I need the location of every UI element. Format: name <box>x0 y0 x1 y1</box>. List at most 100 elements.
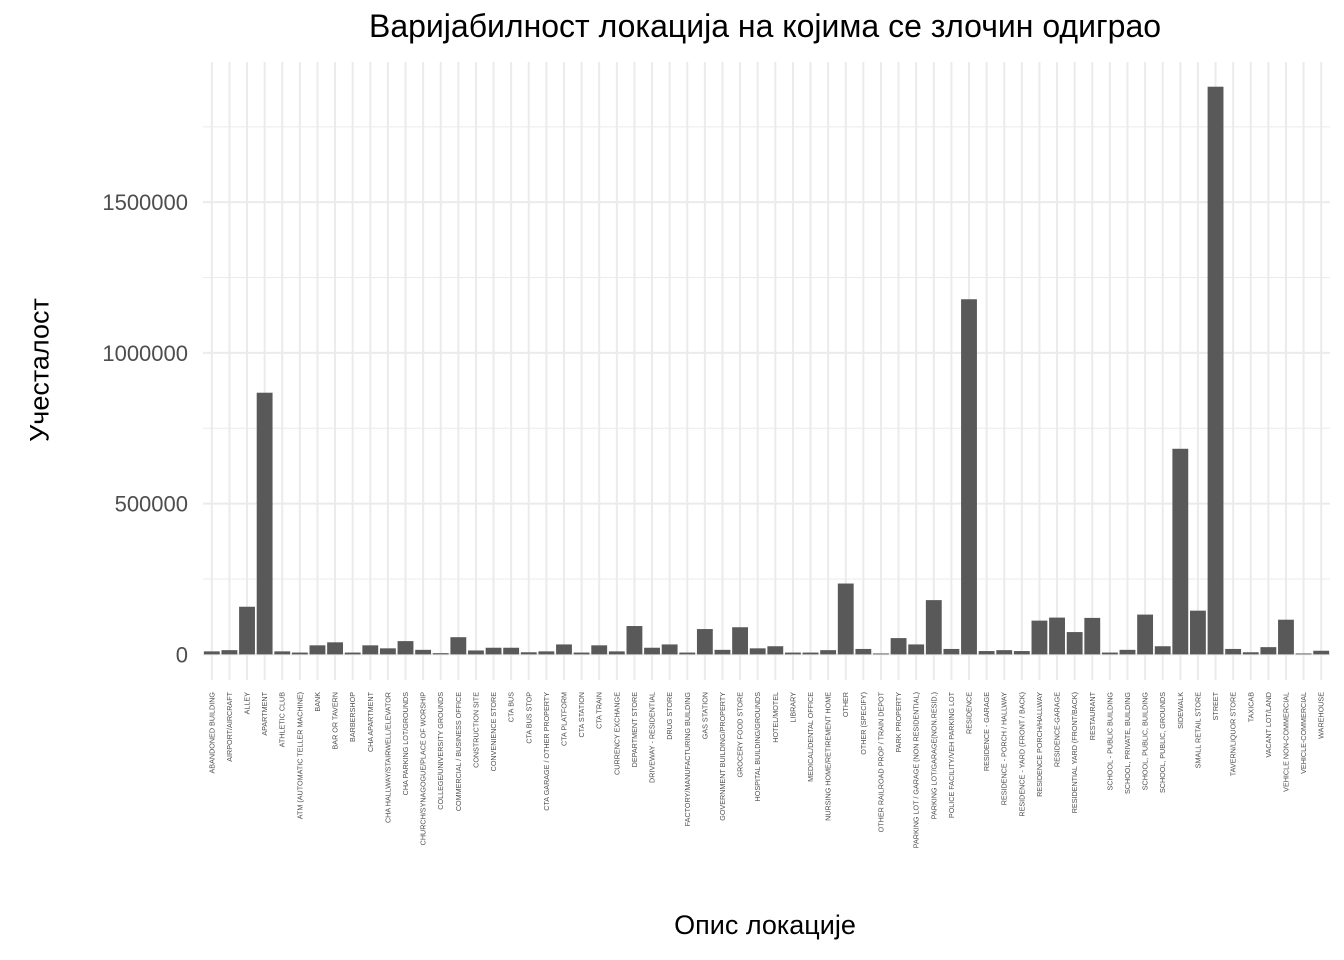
bar <box>256 392 273 655</box>
x-tick-label: COMMERCIAL / BUSINESS OFFICE <box>454 692 463 811</box>
x-tick-label: BAR OR TAVERN <box>331 692 340 750</box>
x-tick-label: GOVERNMENT BUILDING/PROPERTY <box>718 692 727 821</box>
x-tick-label: VEHICLE NON-COMMERCIAL <box>1281 692 1290 792</box>
bar <box>538 651 555 655</box>
bar <box>556 644 572 655</box>
x-tick-label: CONSTRUCTION SITE <box>471 692 480 768</box>
bar <box>1260 647 1277 655</box>
x-tick-label: CTA PLATFORM <box>559 692 568 746</box>
x-tick-label: VEHICLE-COMMERCIAL <box>1299 692 1308 774</box>
x-tick-label: RESIDENCE - PORCH / HALLWAY <box>1000 692 1009 805</box>
x-tick-label: OTHER RAILROAD PROP / TRAIN DEPOT <box>876 691 885 832</box>
bar <box>1066 632 1083 655</box>
x-axis-label: Опис локације <box>674 910 856 940</box>
x-tick-label: RESIDENCE - GARAGE <box>982 692 991 771</box>
x-tick-label: OTHER <box>841 692 850 717</box>
x-tick-label: CTA STATION <box>577 692 586 738</box>
bar <box>203 651 220 655</box>
bar <box>873 653 889 655</box>
bar <box>327 642 343 655</box>
y-axis-ticks: 0 500000 1000000 1500000 <box>102 190 188 667</box>
bar <box>1313 650 1330 655</box>
bar <box>274 651 291 655</box>
x-tick-label: STREET <box>1211 691 1220 720</box>
x-tick-label: RESIDENCE - YARD (FRONT / BACK) <box>1017 692 1026 817</box>
x-tick-label: CTA BUS STOP <box>524 692 533 744</box>
bar <box>1031 620 1048 655</box>
bar <box>1225 648 1242 655</box>
x-tick-label: ALLEY <box>243 692 252 715</box>
x-tick-label: SCHOOL - PUBLIC BUILDING <box>1105 692 1114 791</box>
x-tick-label: SCHOOL, PUBLIC, GROUNDS <box>1158 692 1167 793</box>
bar <box>432 653 449 655</box>
bar <box>714 649 731 655</box>
bar <box>239 606 255 655</box>
x-tick-label: APARTMENT <box>260 691 269 735</box>
bar <box>767 646 784 655</box>
bar <box>291 652 308 655</box>
x-tick-label: CTA TRAIN <box>595 692 604 729</box>
bar <box>820 650 837 655</box>
x-tick-label: BARBERSHOP <box>348 692 357 742</box>
x-tick-label: DRUG STORE <box>665 692 674 740</box>
bar <box>1154 646 1171 655</box>
x-tick-label: GROCERY FOOD STORE <box>736 692 745 778</box>
x-tick-label: SCHOOL, PRIVATE, BUILDING <box>1123 692 1132 794</box>
bar <box>309 645 326 655</box>
bar <box>1013 651 1030 655</box>
bar <box>1049 617 1065 655</box>
x-tick-label: ABANDONED BUILDING <box>207 692 216 774</box>
bar <box>415 649 432 655</box>
x-tick-label: RESTAURANT <box>1088 691 1097 740</box>
y-axis-label: Учесталост <box>24 298 55 442</box>
x-tick-label: RESIDENTIAL YARD (FRONT/BACK) <box>1070 692 1079 813</box>
bar <box>1172 448 1189 655</box>
x-tick-label: SIDEWALK <box>1176 692 1185 729</box>
x-tick-label: SCHOOL, PUBLIC, BUILDING <box>1141 692 1150 791</box>
x-tick-label: RESIDENCE PORCH/HALLWAY <box>1035 692 1044 797</box>
bar <box>802 652 819 655</box>
x-tick-label: CHA APARTMENT <box>366 691 375 752</box>
x-tick-label: FACTORY/MANUFACTURING BUILDING <box>683 692 692 827</box>
y-tick-label: 1500000 <box>102 190 188 215</box>
x-tick-label: LIBRARY <box>788 692 797 723</box>
x-tick-label: OTHER (SPECIFY) <box>859 692 868 755</box>
bar <box>925 600 942 655</box>
bar <box>1207 86 1224 655</box>
x-tick-label: CONVENIENCE STORE <box>489 692 498 772</box>
y-tick-label: 0 <box>176 642 188 667</box>
bar <box>855 648 872 655</box>
x-tick-label: PARK PROPERTY <box>894 692 903 753</box>
x-tick-label: POLICE FACILITY/VEH PARKING LOT <box>947 691 956 818</box>
x-tick-label: WAREHOUSE <box>1317 692 1326 739</box>
bar <box>520 652 537 655</box>
bar <box>644 647 660 655</box>
x-tick-label: PARKING LOT / GARAGE (NON RESIDENTIAL) <box>912 692 921 848</box>
x-tick-label: PARKING LOT/GARAGE(NON.RESID.) <box>929 692 938 819</box>
bar <box>591 645 608 655</box>
bar <box>696 629 713 655</box>
x-tick-label: HOSPITAL BUILDING/GROUNDS <box>753 692 762 802</box>
x-tick-label: SMALL RETAIL STORE <box>1193 692 1202 768</box>
x-tick-label: GAS STATION <box>700 692 709 739</box>
bar <box>1101 652 1118 655</box>
x-tick-label: DEPARTMENT STORE <box>630 692 639 768</box>
bar <box>221 650 238 655</box>
x-tick-label: VACANT LOT/LAND <box>1264 692 1273 758</box>
bar <box>661 644 678 655</box>
chart-title: Варијабилност локација на којима се злоч… <box>368 8 1162 44</box>
bar <box>344 652 361 655</box>
x-tick-label: DRIVEWAY - RESIDENTIAL <box>648 692 657 783</box>
bar <box>450 637 467 655</box>
x-tick-label: COLLEGE/UNIVERSITY GROUNDS <box>436 692 445 810</box>
bar <box>749 648 766 655</box>
x-tick-label: NURSING HOME/RETIREMENT HOME <box>824 692 833 821</box>
bar <box>890 638 907 655</box>
x-tick-label: CHA HALLWAY/STAIRWELL/ELEVATOR <box>383 692 392 823</box>
x-tick-label: CHURCH/SYNAGOGUE/PLACE OF WORSHIP <box>419 692 428 846</box>
bar <box>1242 652 1259 655</box>
x-tick-label: HOTEL/MOTEL <box>771 692 780 743</box>
x-tick-label: RESIDENCE <box>965 692 974 734</box>
bar <box>978 651 995 655</box>
